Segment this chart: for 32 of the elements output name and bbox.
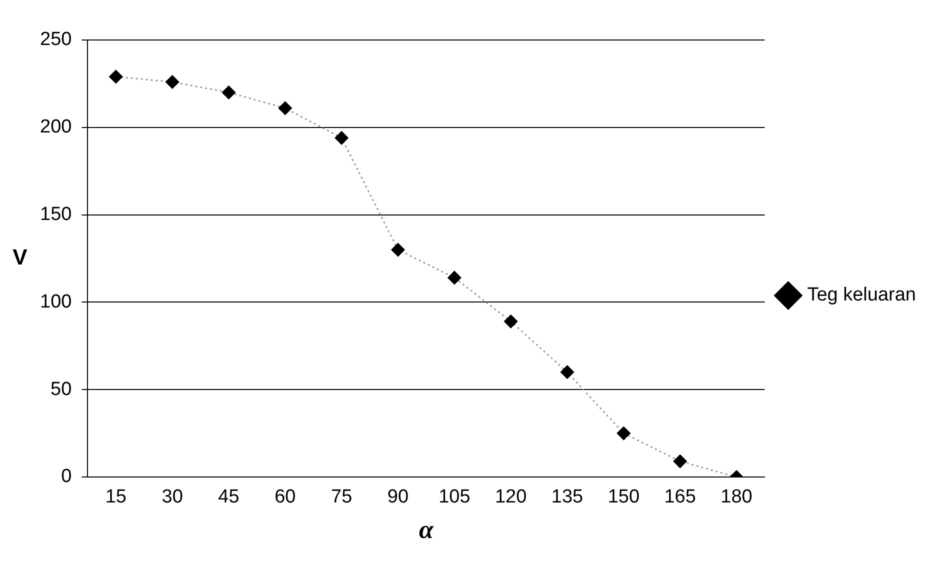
y-tick-label: 50 (50, 378, 72, 400)
point (504, 314, 518, 328)
x-tick-label: 105 (438, 486, 470, 508)
x-tick-label: 30 (162, 486, 183, 508)
point (166, 75, 180, 89)
x-tick-label: 135 (551, 486, 584, 508)
y-axis-title: V (12, 244, 28, 270)
point (334, 131, 348, 145)
y-tick-label: 200 (40, 116, 72, 138)
point (278, 101, 292, 115)
x-tick-label: 75 (331, 486, 352, 508)
y-tick-label: 250 (40, 29, 72, 50)
x-tick-label: 150 (608, 486, 640, 508)
point (560, 365, 574, 379)
x-tick-label: 60 (274, 486, 296, 508)
y-tick-label: 100 (40, 291, 72, 312)
point (616, 426, 630, 440)
point (673, 454, 687, 468)
point (222, 86, 236, 100)
x-tick-label: 90 (387, 486, 409, 508)
y-tick-label: 150 (40, 204, 72, 226)
legend-label: Teg keluaran (807, 284, 916, 306)
x-tick-label: 120 (494, 486, 527, 508)
x-tick-label: 165 (664, 486, 696, 508)
x-tick-label: 180 (720, 486, 752, 508)
point (109, 70, 123, 84)
x-tick-label: 15 (105, 486, 126, 508)
point (448, 270, 462, 284)
y-tick-label: 0 (61, 466, 72, 488)
x-tick-label: 45 (218, 486, 240, 508)
point (391, 243, 405, 257)
x-axis-title: α (419, 515, 434, 544)
